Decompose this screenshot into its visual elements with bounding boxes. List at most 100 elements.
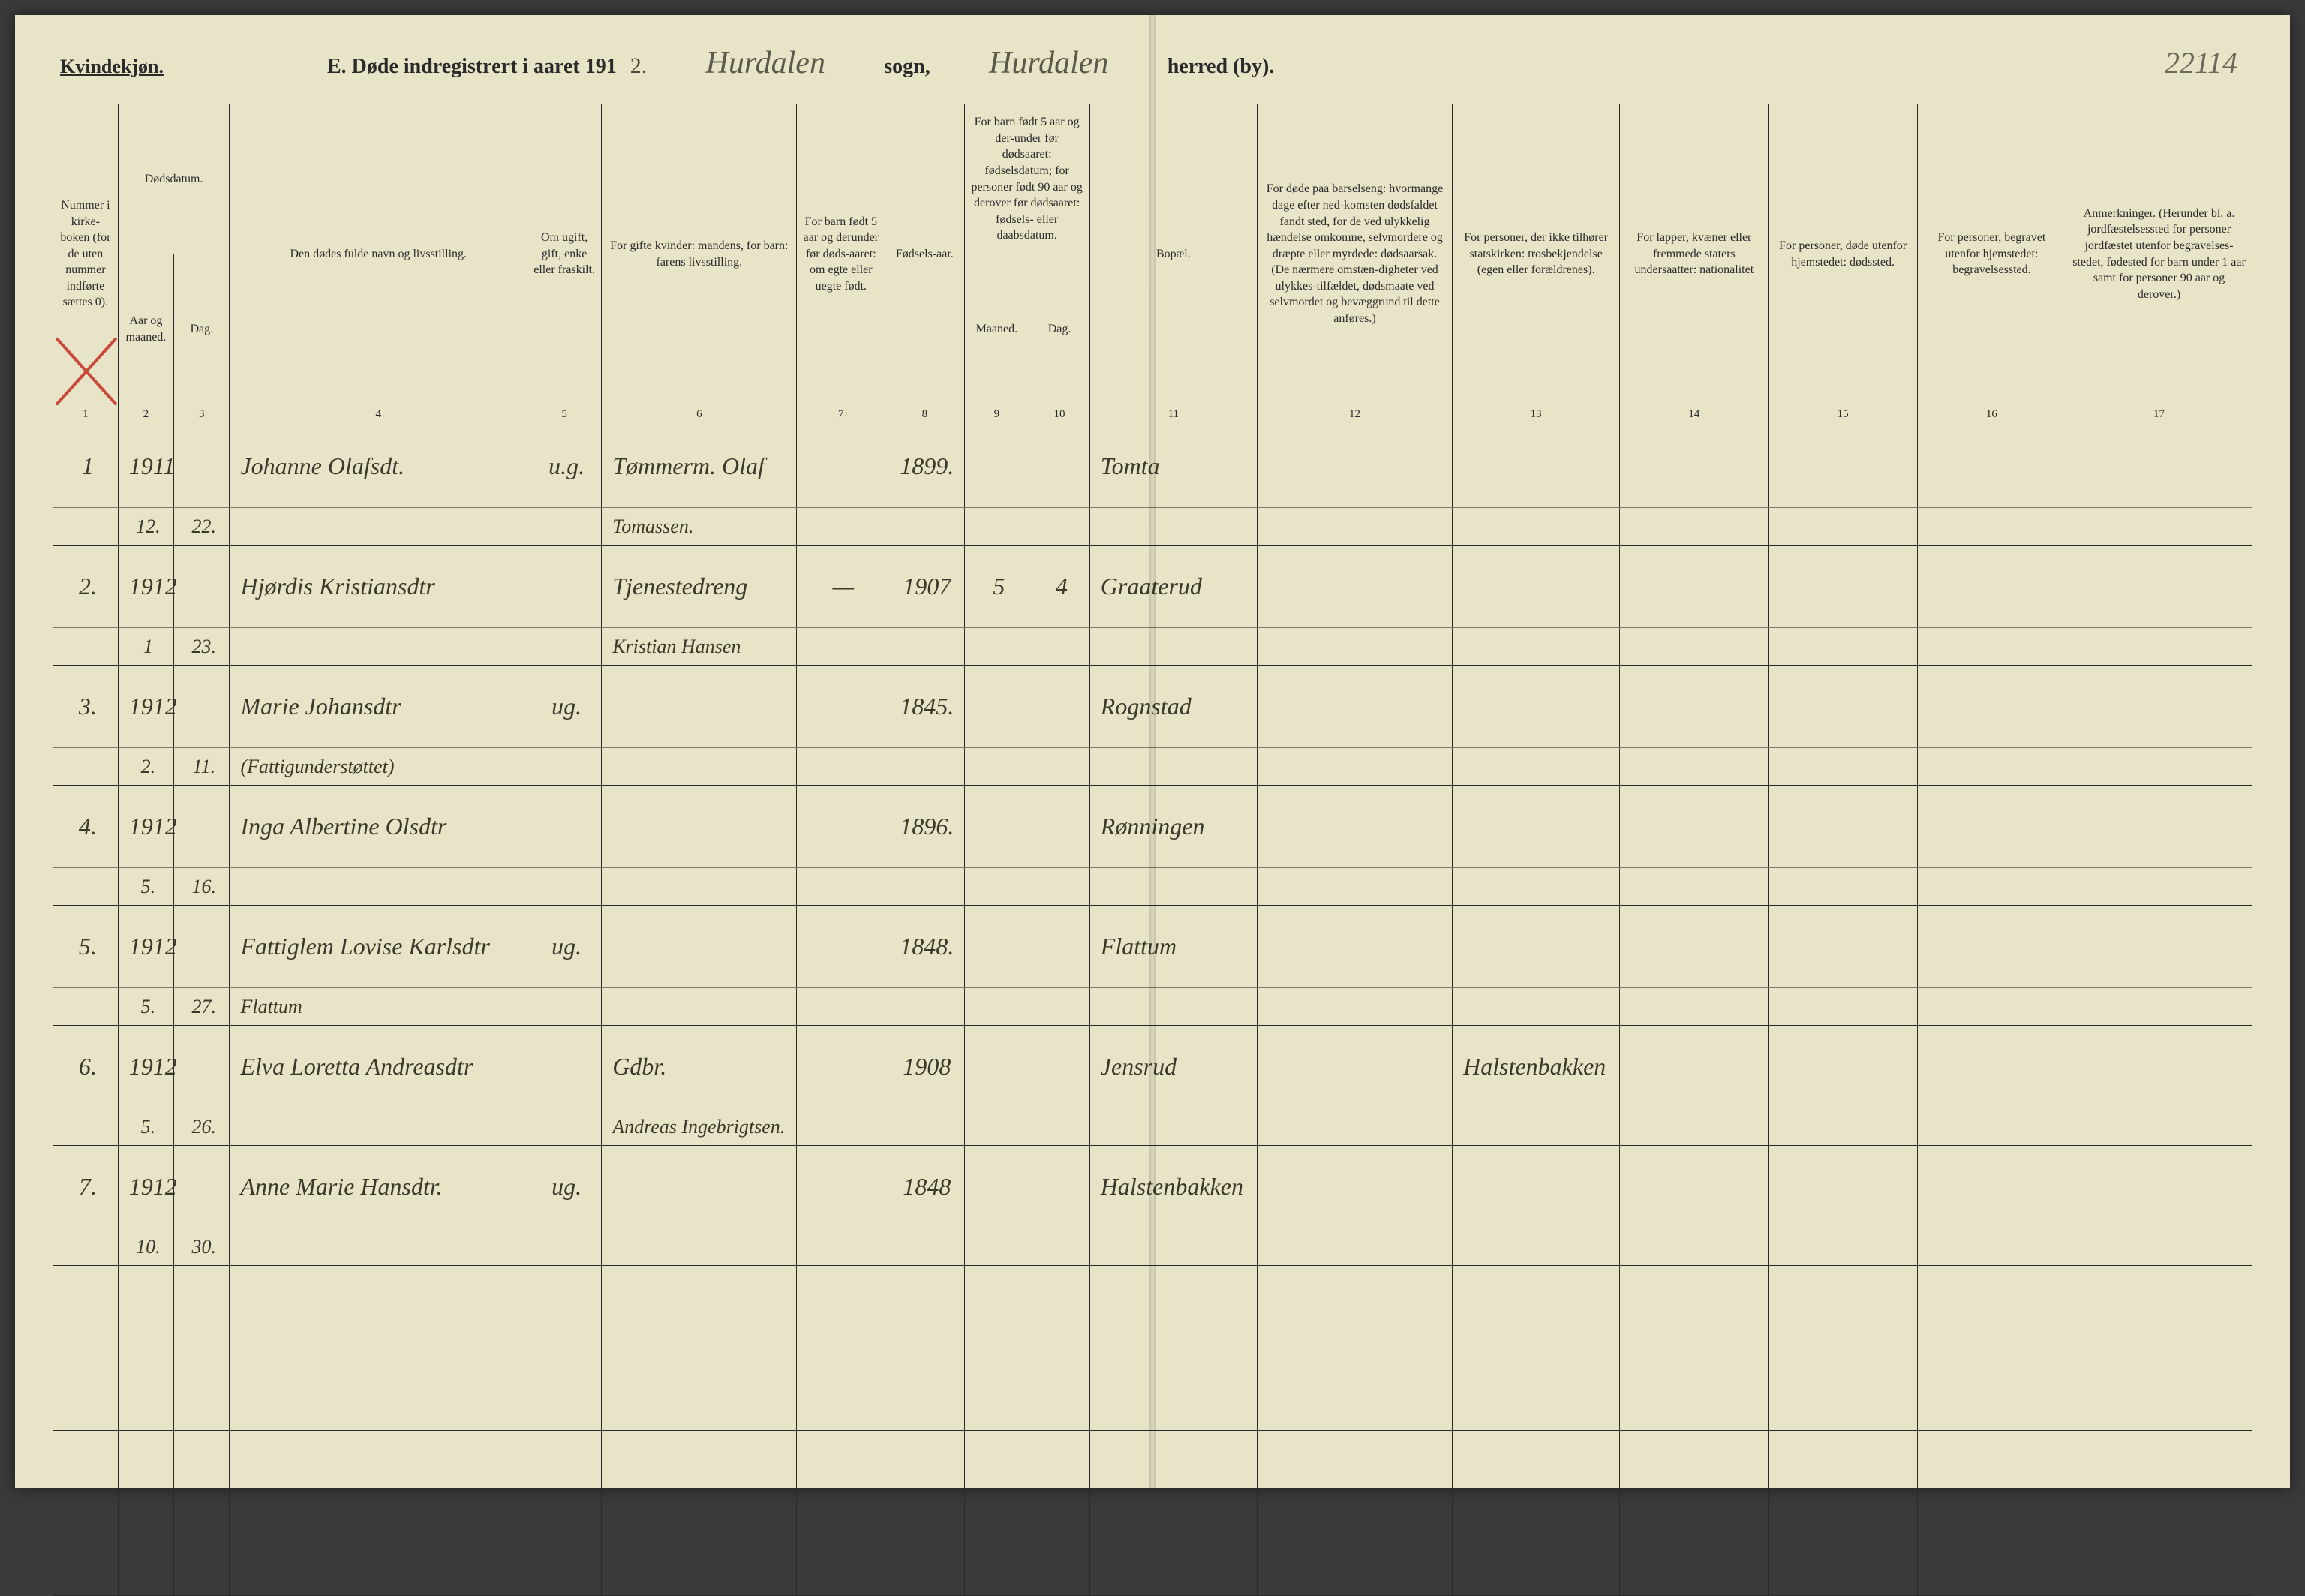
- cell: [527, 1108, 602, 1146]
- table-row-empty: [53, 1266, 2252, 1348]
- cell: Anne Marie Hansdtr.: [230, 1146, 527, 1228]
- cell: Johanne Olafsdt.: [230, 425, 527, 508]
- cell: [2066, 425, 2252, 508]
- table-row-empty: [53, 1513, 2252, 1596]
- cell: [230, 1513, 527, 1596]
- cell: [53, 1513, 119, 1596]
- cell: Tomassen.: [602, 508, 797, 546]
- cell: [53, 868, 119, 906]
- col-number: 15: [1769, 404, 1917, 425]
- cell: Jensrud: [1089, 1026, 1257, 1108]
- cell: [797, 1348, 885, 1431]
- cell: [230, 1228, 527, 1266]
- cell: [2066, 1108, 2252, 1146]
- cell: [1029, 1108, 1090, 1146]
- ledger-page: 22114 Kvindekjøn. E. Døde indregistrert …: [15, 15, 2290, 1488]
- table-row-sub: 5.26.Andreas Ingebrigtsen.: [53, 1108, 2252, 1146]
- cell: Halstenbakken: [1089, 1146, 1257, 1228]
- table-row: 11911Johanne Olafsdt.u.g.Tømmerm. Olaf18…: [53, 425, 2252, 508]
- cell: [1917, 1431, 2066, 1513]
- cell: [1453, 628, 1620, 666]
- cell: [1029, 1228, 1090, 1266]
- cell: [1769, 628, 1917, 666]
- cell: [2066, 1431, 2252, 1513]
- cell: [1917, 425, 2066, 508]
- cell: [1453, 1431, 1620, 1513]
- cell: [602, 988, 797, 1026]
- col-header-1: Nummer i kirke-boken (for de uten nummer…: [53, 104, 119, 404]
- cell: [964, 786, 1029, 868]
- cell: [1620, 1026, 1769, 1108]
- cell: [1029, 628, 1090, 666]
- sogn-handwritten: Hurdalen: [660, 45, 870, 81]
- cell: [1769, 546, 1917, 628]
- col-number: 17: [2066, 404, 2252, 425]
- cell: 1912: [118, 786, 173, 868]
- cell: 11.: [174, 748, 230, 786]
- col-number: 9: [964, 404, 1029, 425]
- cell: [1453, 868, 1620, 906]
- cell: [964, 868, 1029, 906]
- cell: [797, 666, 885, 748]
- cell: [964, 1026, 1029, 1108]
- cell: 16.: [174, 868, 230, 906]
- cell: ug.: [527, 906, 602, 988]
- cell: [1620, 906, 1769, 988]
- table-row-sub: 5.27.Flattum: [53, 988, 2252, 1026]
- cell: [1917, 666, 2066, 748]
- table-row-empty: [53, 1431, 2252, 1513]
- cell: [2066, 988, 2252, 1026]
- cell: [1029, 508, 1090, 546]
- col-header-7: For barn født 5 aar og derunder før døds…: [797, 104, 885, 404]
- cell: [885, 868, 964, 906]
- cell: [1089, 988, 1257, 1026]
- cell: 4.: [53, 786, 119, 868]
- cell: [1620, 628, 1769, 666]
- col-header-10: Dag.: [1029, 254, 1090, 404]
- cell: [174, 1348, 230, 1431]
- cell: [964, 988, 1029, 1026]
- cell: [527, 1431, 602, 1513]
- cell: [1029, 1146, 1090, 1228]
- cell: [964, 1348, 1029, 1431]
- cell: [2066, 508, 2252, 546]
- col-header-5: Om ugift, gift, enke eller fraskilt.: [527, 104, 602, 404]
- cell: [1917, 906, 2066, 988]
- cell: [527, 1348, 602, 1431]
- col-number: 5: [527, 404, 602, 425]
- cell: [1620, 1513, 1769, 1596]
- cell: [527, 988, 602, 1026]
- cell: Fattiglem Lovise Karlsdtr: [230, 906, 527, 988]
- cell: [2066, 1228, 2252, 1266]
- col-header-16: For personer, begravet utenfor hjemstede…: [1917, 104, 2066, 404]
- cell: [1029, 868, 1090, 906]
- cell: [118, 1431, 173, 1513]
- col-header-15: For personer, døde utenfor hjemstedet: d…: [1769, 104, 1917, 404]
- col-header-2: Aar og maaned.: [118, 254, 173, 404]
- cell: Tjenestedreng: [602, 546, 797, 628]
- cell: (Fattigunderstøttet): [230, 748, 527, 786]
- cell: 1912: [118, 546, 173, 628]
- cell: [1620, 425, 1769, 508]
- cell: 23.: [174, 628, 230, 666]
- cell: Halstenbakken: [1453, 1026, 1620, 1108]
- herred-handwritten: Hurdalen: [944, 45, 1154, 81]
- table-row: 6.1912Elva Loretta AndreasdtrGdbr.1908Je…: [53, 1026, 2252, 1108]
- cell: [1089, 1228, 1257, 1266]
- col-number: 14: [1620, 404, 1769, 425]
- cell: [1029, 1026, 1090, 1108]
- cell: [527, 786, 602, 868]
- cell: [1029, 1431, 1090, 1513]
- cell: 6.: [53, 1026, 119, 1108]
- cell: [797, 1146, 885, 1228]
- col-header-4: Den dødes fulde navn og livsstilling.: [230, 104, 527, 404]
- cell: [53, 1348, 119, 1431]
- cell: [964, 628, 1029, 666]
- cell: [2066, 906, 2252, 988]
- cell: [885, 1266, 964, 1348]
- cell: [602, 1348, 797, 1431]
- cell: [1257, 988, 1452, 1026]
- cell: [1029, 1513, 1090, 1596]
- gender-heading: Kvindekjøn.: [60, 56, 164, 78]
- cell: [53, 1431, 119, 1513]
